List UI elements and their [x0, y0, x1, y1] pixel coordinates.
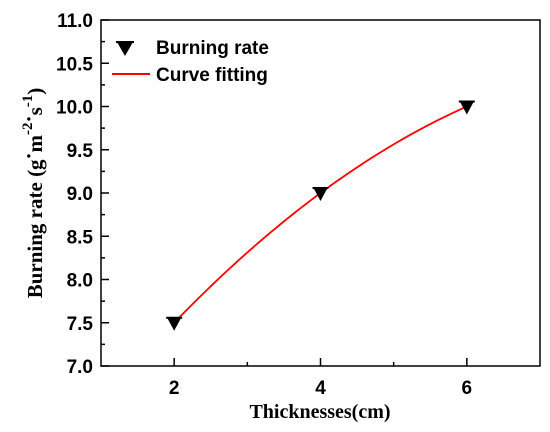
- y-title-sup-1: -2: [20, 122, 36, 135]
- data-point: [458, 100, 475, 115]
- fit-curve-line: [173, 105, 468, 324]
- y-tick-label: 10.5: [56, 54, 93, 75]
- x-tick-label: 2: [169, 378, 180, 399]
- legend-label-curve-fitting: Curve fitting: [156, 65, 268, 86]
- y-title-dot-2: ·: [17, 115, 41, 122]
- y-title-s: s: [23, 107, 47, 115]
- y-axis-title: Burning rate (g·m-2·s-1): [17, 88, 47, 299]
- legend-entry-curve-fitting: Curve fitting: [112, 65, 268, 86]
- down-triangle-marker: [167, 317, 182, 331]
- legend-entry-burning-rate: Burning rate: [116, 38, 269, 59]
- x-axis-ticks: 2 4 6: [169, 358, 472, 399]
- y-tick-label: 7.0: [67, 357, 93, 378]
- y-axis-ticks: 7.0 7.5 8.0 8.5 9.0 9.5 10.0 10.5 11.0: [56, 11, 109, 378]
- y-title-main: Burning rate (g: [23, 159, 47, 298]
- legend-label-burning-rate: Burning rate: [156, 38, 269, 59]
- legend: Burning rate Curve fitting: [112, 38, 269, 86]
- y-tick-label: 9.5: [67, 141, 94, 162]
- fit-curve-layer: [173, 105, 468, 324]
- y-title-dot-1: ·: [17, 152, 41, 159]
- y-title-m: m: [23, 134, 47, 152]
- y-tick-label: 7.5: [67, 314, 94, 335]
- down-triangle-marker: [313, 188, 328, 201]
- y-tick-label: 8.5: [67, 227, 94, 248]
- y-tick-label: 11.0: [57, 11, 93, 32]
- y-tick-label: 9.0: [67, 184, 93, 205]
- y-title-close: ): [23, 88, 47, 95]
- y-title-sup-2: -1: [20, 95, 36, 108]
- legend-triangle-marker: [117, 42, 133, 56]
- x-tick-label: 4: [315, 378, 326, 399]
- y-tick-label: 8.0: [67, 271, 93, 292]
- x-axis-title: Thicknesses(cm): [249, 401, 390, 423]
- marker-layer: [166, 100, 475, 331]
- data-point: [312, 187, 329, 201]
- down-triangle-marker: [459, 101, 474, 115]
- x-tick-label: 6: [462, 378, 473, 399]
- data-point: [166, 316, 183, 331]
- y-tick-label: 10.0: [56, 98, 93, 119]
